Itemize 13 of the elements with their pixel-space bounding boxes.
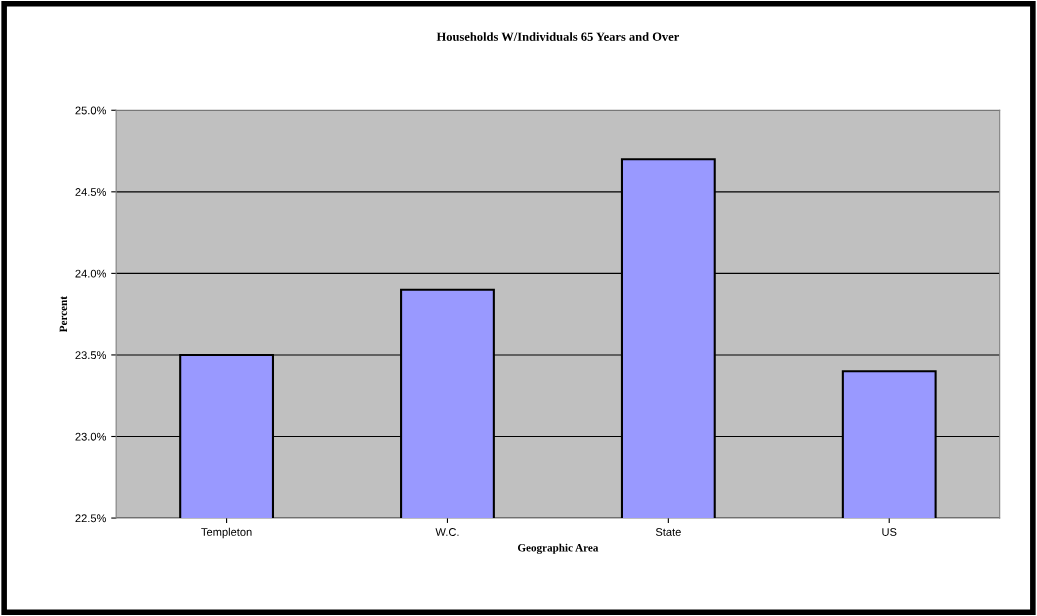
x-tick-label: State xyxy=(655,528,681,536)
x-tick-label: W.C. xyxy=(435,528,459,536)
x-tick-label: Templeton xyxy=(201,527,252,539)
y-tick-label: 23.0% xyxy=(75,432,107,441)
y-tick-label: 24.5% xyxy=(75,188,107,196)
y-tick-label: 25.0% xyxy=(75,106,107,115)
y-axis-title: Percent xyxy=(59,296,68,333)
y-tick-label: 22.5% xyxy=(75,514,107,523)
x-tick-label: US xyxy=(882,528,897,536)
chart-title: Households W/Individuals 65 Years and Over xyxy=(436,32,680,42)
x-axis-title: Geographic Area xyxy=(517,543,599,554)
y-tick-label: 23.5% xyxy=(75,351,107,360)
y-tick-label: 24.0% xyxy=(75,269,107,278)
